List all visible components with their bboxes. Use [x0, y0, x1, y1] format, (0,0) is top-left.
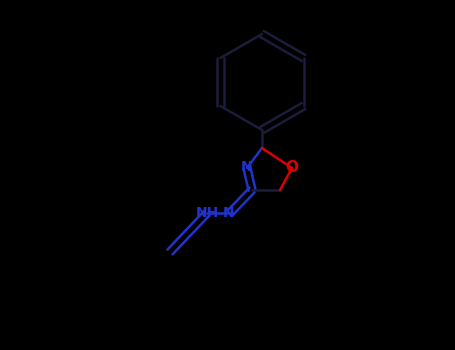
Text: N: N [241, 160, 253, 174]
Text: O: O [285, 161, 298, 175]
Text: NH: NH [195, 206, 218, 220]
Text: N: N [223, 206, 235, 220]
